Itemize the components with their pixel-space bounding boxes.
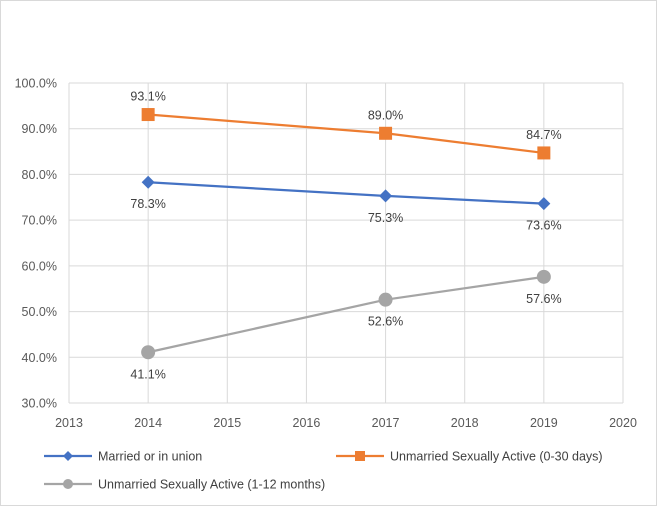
x-tick-label: 2020 — [609, 416, 637, 430]
y-tick-label: 80.0% — [22, 168, 57, 182]
series-line — [148, 113, 544, 155]
x-tick-label: 2015 — [213, 416, 241, 430]
x-tick-label: 2018 — [451, 416, 479, 430]
data-point-marker — [141, 175, 155, 189]
data-point-marker — [141, 345, 156, 360]
x-tick-label: 2014 — [134, 416, 162, 430]
legend: Married or in union Unmarried Sexually Ac… — [44, 450, 603, 492]
series — [141, 108, 551, 360]
data-label: 78.3% — [130, 197, 165, 211]
data-point-marker — [141, 108, 155, 122]
legend-label: Married or in union — [98, 450, 202, 464]
data-label: 57.6% — [526, 292, 561, 306]
series-line — [147, 275, 545, 354]
y-tick-label: 100.0% — [15, 77, 57, 91]
y-tick-label: 70.0% — [22, 214, 57, 228]
legend-marker — [63, 479, 73, 489]
data-point-marker — [379, 189, 393, 203]
data-point-marker — [537, 197, 551, 211]
series-line — [148, 181, 544, 205]
x-tick-label: 2019 — [530, 416, 558, 430]
legend-marker — [63, 451, 73, 461]
data-label: 75.3% — [368, 211, 403, 225]
axes: 30.0% 40.0% 50.0% 60.0% 70.0% 80.0% 90.0% 100.0… — [15, 77, 637, 431]
x-tick-label: 2013 — [55, 416, 83, 430]
data-labels: 78.3% 75.3% 73.6% 93.1% 89.0% 84.7% 41.1% 52.6%… — [130, 90, 561, 382]
legend-marker — [355, 451, 365, 461]
y-tick-label: 90.0% — [22, 122, 57, 136]
legend-label: Unmarried Sexually Active (1-12 months) — [98, 478, 325, 492]
data-label: 73.6% — [526, 219, 561, 233]
y-tick-label: 30.0% — [22, 397, 57, 411]
data-label: 41.1% — [130, 367, 165, 381]
x-tick-label: 2016 — [293, 416, 321, 430]
data-point-marker — [379, 126, 393, 140]
y-tick-label: 50.0% — [22, 305, 57, 319]
data-label: 89.0% — [368, 108, 403, 122]
data-label: 52.6% — [368, 315, 403, 329]
y-tick-label: 60.0% — [22, 259, 57, 273]
data-point-marker — [536, 269, 551, 284]
x-tick-label: 2017 — [372, 416, 400, 430]
data-point-marker — [537, 146, 551, 160]
data-label: 84.7% — [526, 128, 561, 142]
legend-label: Unmarried Sexually Active (0-30 days) — [390, 450, 603, 464]
data-label: 93.1% — [130, 90, 165, 104]
gridlines — [68, 82, 624, 404]
data-point-marker — [378, 292, 393, 307]
y-tick-label: 40.0% — [22, 351, 57, 365]
